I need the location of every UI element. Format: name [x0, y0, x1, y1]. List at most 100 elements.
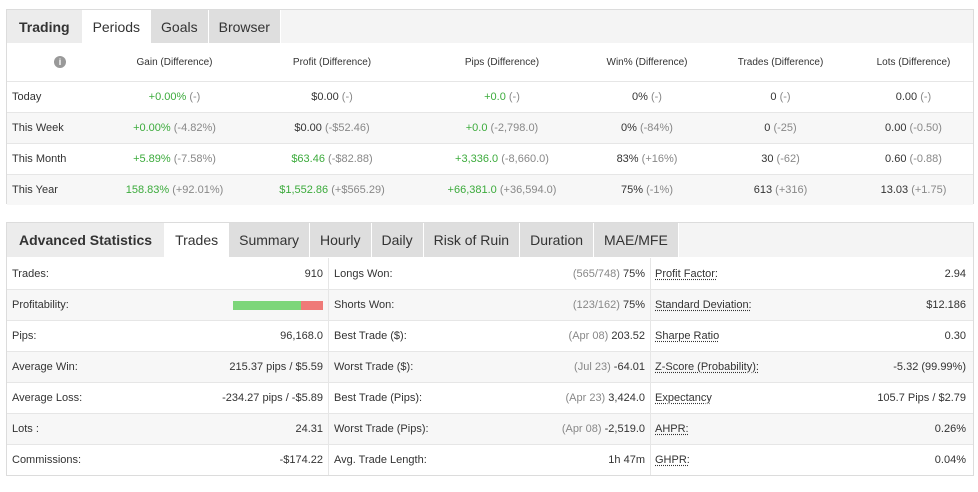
tab-periods[interactable]: Periods	[82, 10, 152, 43]
tab-summary[interactable]: Summary	[229, 223, 311, 257]
gain-cell: +0.00% (-)	[102, 91, 247, 103]
pips-diff: (-)	[508, 91, 520, 103]
tab-browser[interactable]: Browser	[208, 10, 281, 43]
trades-value: 613	[753, 184, 773, 196]
stat-label-tooltip[interactable]: Expectancy	[655, 392, 712, 404]
periods-table: i Gain (Difference) Profit (Difference) …	[7, 43, 973, 205]
stat-label: Average Win:	[12, 361, 78, 373]
profit-value: $0.00	[311, 91, 339, 103]
table-row: Today +0.00% (-) $0.00 (-) +0.0 (-) 0% (…	[7, 81, 973, 112]
lots-cell: 13.03 (+1.75)	[854, 184, 973, 196]
stat-value: 0.04%	[934, 454, 966, 466]
stat-label-tooltip[interactable]: Sharpe Ratio	[655, 330, 720, 342]
lots-cell: 0.60 (-0.88)	[854, 153, 973, 165]
lots-value: 0.00	[895, 91, 918, 103]
stat-value: -5.32 (99.99%)	[893, 361, 966, 373]
stat-value: -$174.22	[279, 454, 323, 466]
stat-note: (Apr 08)	[568, 330, 609, 342]
win-cell: 75% (-1%)	[587, 184, 707, 196]
stat-label-tooltip[interactable]: Z-Score (Probability):	[655, 361, 759, 373]
info-cell: i	[7, 56, 102, 68]
info-icon[interactable]: i	[54, 56, 66, 68]
stats-row: Pips: 96,168.0 Best Trade ($): (Apr 08) 20…	[7, 320, 973, 351]
stat-label-tooltip[interactable]: AHPR:	[655, 423, 689, 435]
stat-label: Worst Trade ($):	[334, 361, 414, 373]
win-diff: (-1%)	[646, 184, 673, 196]
stat-cell: Average Win: 215.37 pips / $5.59	[7, 352, 329, 382]
trades-cell: 0 (-25)	[707, 122, 854, 134]
stat-cell: Worst Trade ($): (Jul 23) -64.01	[329, 352, 651, 382]
stat-note: (Apr 23)	[565, 392, 606, 404]
stat-cell: AHPR: 0.26%	[651, 414, 973, 444]
profit-cell: $0.00 (-$52.46)	[247, 122, 417, 134]
stat-note: (123/162)	[572, 299, 620, 311]
tab-mae-mfe[interactable]: MAE/MFE	[594, 223, 679, 257]
table-row: This Year 158.83% (+92.01%) $1,552.86 (+…	[7, 174, 973, 205]
table-row: This Week +0.00% (-4.82%) $0.00 (-$52.46…	[7, 112, 973, 143]
stat-cell: Lots : 24.31	[7, 414, 329, 444]
tab-hourly[interactable]: Hourly	[310, 223, 372, 257]
header-profit: Profit (Difference)	[292, 56, 372, 68]
stat-value: 215.37 pips / $5.59	[229, 361, 323, 373]
win-value: 0%	[632, 91, 648, 103]
trades-diff: (+316)	[775, 184, 808, 196]
stat-cell: Avg. Trade Length: 1h 47m	[329, 445, 651, 475]
profit-diff: (-$52.46)	[324, 122, 370, 134]
pips-cell: +0.0 (-)	[417, 91, 587, 103]
win-diff: (-84%)	[639, 122, 673, 134]
trades-cell: 0 (-)	[707, 91, 854, 103]
stat-cell: Sharpe Ratio 0.30	[651, 321, 973, 351]
stat-cell: Best Trade ($): (Apr 08) 203.52	[329, 321, 651, 351]
stat-cell: GHPR: 0.04%	[651, 445, 973, 475]
stat-label-tooltip[interactable]: GHPR:	[655, 454, 690, 466]
stat-note: (565/748)	[572, 267, 620, 280]
win-cell: 0% (-84%)	[587, 122, 707, 134]
profit-cell: $1,552.86 (+$565.29)	[247, 184, 417, 196]
win-cell: 0% (-)	[587, 91, 707, 103]
profit-cell: $0.00 (-)	[247, 91, 417, 103]
stat-value: -2,519.0	[604, 423, 645, 435]
stat-value: 203.52	[611, 330, 645, 342]
stat-label: Commissions:	[12, 454, 82, 466]
profitability-bar	[233, 300, 323, 310]
stat-cell: Best Trade (Pips): (Apr 23) 3,424.0	[329, 383, 651, 413]
stat-note: (Jul 23)	[574, 361, 611, 373]
stat-note: (Apr 08)	[561, 423, 602, 435]
tab-trading[interactable]: Trading	[7, 10, 83, 43]
tab-daily[interactable]: Daily	[371, 223, 424, 257]
lots-value: 0.00	[885, 122, 907, 134]
trades-cell: 30 (-62)	[707, 153, 854, 165]
lots-diff: (-0.88)	[909, 153, 942, 165]
stat-label-tooltip[interactable]: Profit Factor:	[655, 267, 718, 280]
period-label: Today	[12, 91, 42, 103]
stats-row: Profitability: Shorts Won: (123/162) 75% …	[7, 289, 973, 320]
profit-diff: (-)	[341, 91, 353, 103]
stat-cell: Pips: 96,168.0	[7, 321, 329, 351]
trades-diff: (-25)	[773, 122, 797, 134]
table-row: This Month +5.89% (-7.58%) $63.46 (-$82.…	[7, 143, 973, 174]
gain-diff: (-4.82%)	[173, 122, 216, 134]
stat-cell: Profit Factor: 2.94	[651, 258, 973, 289]
header-lots: Lots (Difference)	[876, 56, 951, 68]
period-label: This Month	[12, 153, 67, 165]
win-value: 83%	[616, 153, 639, 165]
stat-value: 24.31	[295, 423, 323, 435]
tab-goals[interactable]: Goals	[151, 10, 209, 43]
profitability-loss-segment	[301, 300, 323, 310]
period-label: This Week	[12, 122, 64, 134]
lots-value: 0.60	[885, 153, 907, 165]
stat-label-tooltip[interactable]: Standard Deviation:	[655, 299, 752, 311]
gain-value: +5.89%	[133, 153, 171, 165]
tab-duration[interactable]: Duration	[520, 223, 595, 257]
trades-diff: (-62)	[776, 153, 800, 165]
gain-value: 158.83%	[125, 184, 170, 196]
period-label: This Year	[12, 184, 58, 196]
stat-cell: Shorts Won: (123/162) 75%	[329, 290, 651, 320]
tab-trades[interactable]: Trades	[165, 223, 230, 257]
stat-cell: Z-Score (Probability): -5.32 (99.99%)	[651, 352, 973, 382]
tab-risk-of-ruin[interactable]: Risk of Ruin	[423, 223, 521, 257]
stat-label: Longs Won:	[334, 267, 393, 280]
periods-panel: Trading Periods Goals Browser i Gain (Di…	[6, 9, 974, 205]
win-value: 0%	[621, 122, 637, 134]
pips-cell: +0.0 (-2,798.0)	[417, 122, 587, 134]
